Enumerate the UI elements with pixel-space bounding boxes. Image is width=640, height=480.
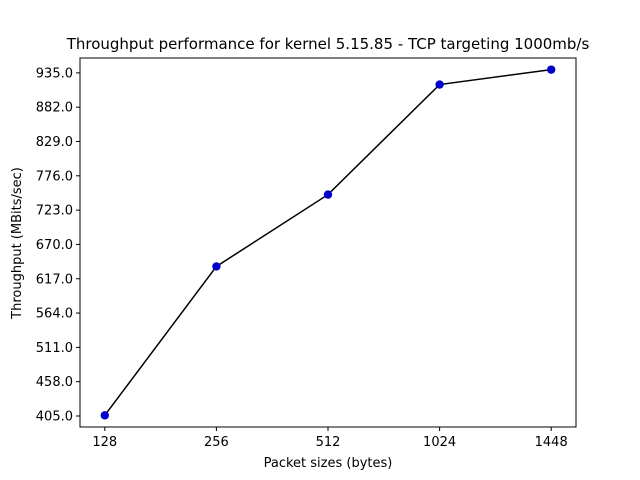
data-point <box>323 190 333 199</box>
y-tick-label: 882.0 <box>36 101 73 116</box>
chart-title: Throughput performance for kernel 5.15.8… <box>66 35 590 53</box>
data-point <box>435 80 444 89</box>
y-tick-label: 405.0 <box>36 409 73 424</box>
x-tick-label: 256 <box>204 435 229 450</box>
y-axis: 405.0 458.0 511.0 564.0 617.0 670.0 723.0 776.0… <box>36 66 80 424</box>
y-tick-label: 723.0 <box>36 204 73 219</box>
x-tick-label: 512 <box>316 435 341 450</box>
data-point <box>100 411 110 420</box>
x-axis: 128 256 512 1024 1448 <box>92 427 568 450</box>
y-tick-label: 670.0 <box>36 238 73 253</box>
y-tick-label: 564.0 <box>36 307 73 322</box>
x-tick-label: 1448 <box>535 435 568 450</box>
y-tick-label: 458.0 <box>36 375 73 390</box>
data-point <box>547 65 556 74</box>
x-axis-label: Packet sizes (bytes) <box>264 456 393 471</box>
series-layer <box>100 65 556 420</box>
x-tick-label: 128 <box>92 435 117 450</box>
data-point <box>212 262 221 271</box>
x-tick-label: 1024 <box>423 435 456 450</box>
y-axis-label: Throughput (MBits/sec) <box>10 167 25 320</box>
y-tick-label: 511.0 <box>36 341 73 356</box>
y-tick-label: 617.0 <box>36 272 73 287</box>
y-tick-label: 829.0 <box>36 135 73 150</box>
y-tick-label: 935.0 <box>36 66 73 81</box>
y-tick-label: 776.0 <box>36 169 73 184</box>
